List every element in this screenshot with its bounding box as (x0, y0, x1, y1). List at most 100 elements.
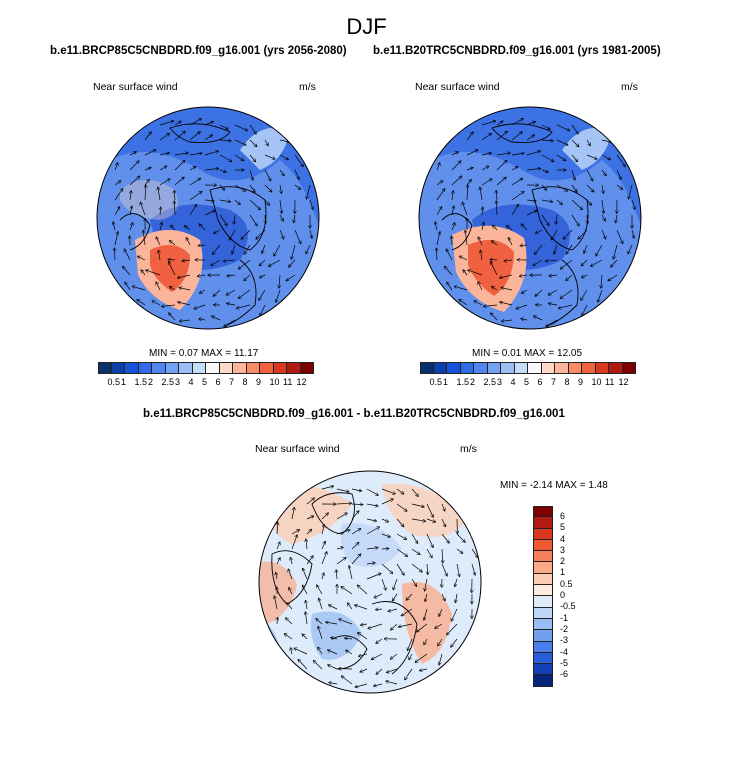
left-map-coastline (119, 213, 151, 251)
wind-vector-arrow (631, 199, 635, 209)
wind-vector-arrow (336, 570, 337, 580)
wind-vector-arrow (291, 535, 297, 550)
wind-vector-arrow (445, 267, 453, 276)
left-map-high-wind-north (265, 108, 295, 127)
wind-vector-arrow (189, 167, 196, 171)
diff-colorbar-tick-label: 4 (560, 533, 566, 544)
diff-map-wind-vectors (274, 486, 477, 687)
wind-vector-arrow (481, 179, 492, 186)
left-colorbar-tick-label: 3 (175, 377, 181, 387)
wind-vector-arrow (306, 498, 314, 505)
wind-vector-arrow (613, 244, 618, 259)
wind-vector-arrow (244, 274, 251, 280)
diff-colorbar-swatch (533, 630, 553, 642)
wind-vector-arrow (234, 214, 235, 224)
wind-vector-arrow (541, 124, 550, 129)
wind-vector-arrow (159, 153, 169, 156)
right-colorbar-tick-label: 4 (510, 377, 516, 387)
wind-vector-arrow (358, 633, 368, 640)
wind-vector-arrow (411, 563, 422, 572)
wind-vector-arrow (244, 244, 251, 254)
wind-vector-arrow (306, 556, 313, 565)
wind-vector-arrow (294, 229, 301, 244)
wind-vector-arrow (571, 199, 582, 210)
wind-vector-arrow (500, 302, 513, 306)
wind-vector-arrow (491, 262, 498, 276)
right-colorbar-swatch (568, 362, 582, 374)
wind-vector-arrow (546, 319, 558, 326)
wind-vector-arrow (582, 274, 588, 278)
wind-vector-arrow (241, 229, 251, 239)
wind-vector-arrow (174, 177, 184, 186)
wind-vector-arrow (439, 608, 443, 616)
wind-vector-arrow (169, 262, 176, 276)
wind-vector-arrow (492, 287, 498, 291)
wind-vector-arrow (549, 275, 558, 276)
wind-vector-arrow (159, 251, 161, 261)
right-map-coastline (441, 213, 473, 251)
right-colorbar-swatch (595, 362, 609, 374)
wind-vector-arrow (596, 244, 603, 256)
wind-vector-arrow (279, 229, 284, 239)
wind-vector-arrow (462, 202, 468, 216)
wind-vector-arrow (471, 563, 475, 575)
wind-vector-arrow (291, 648, 292, 655)
wind-vector-arrow (326, 622, 338, 625)
wind-vector-arrow (226, 289, 236, 295)
wind-vector-arrow (342, 676, 353, 685)
wind-vector-arrow (556, 214, 557, 224)
wind-vector-arrow (114, 163, 118, 171)
wind-vector-arrow (249, 214, 257, 226)
right-colorbar-swatch (582, 362, 596, 374)
wind-vector-arrow (425, 593, 427, 601)
wind-vector-arrow (265, 214, 266, 223)
right-colorbar-swatch (420, 362, 434, 374)
wind-vector-arrow (189, 205, 197, 216)
left-colorbar-swatch (219, 362, 233, 374)
wind-vector-arrow (259, 289, 266, 300)
wind-vector-arrow (269, 259, 281, 266)
wind-vector-arrow (396, 563, 404, 575)
wind-vector-arrow (189, 153, 202, 156)
wind-vector-arrow (561, 259, 573, 269)
wind-vector-arrow (291, 530, 299, 535)
wind-vector-arrow (496, 201, 497, 216)
wind-vector-arrow (279, 274, 280, 288)
wind-vector-arrow (129, 176, 140, 186)
wind-vector-arrow (159, 166, 167, 171)
right-colorbar-swatch (622, 362, 636, 374)
wind-vector-arrow (559, 304, 573, 308)
wind-vector-arrow (199, 319, 206, 320)
wind-vector-arrow (474, 301, 483, 306)
diff-colorbar-swatch (533, 528, 553, 540)
wind-vector-arrow (189, 132, 200, 141)
wind-vector-arrow (392, 593, 398, 601)
wind-vector-arrow (391, 653, 398, 659)
wind-vector-arrow (279, 139, 289, 142)
wind-vector-arrow (526, 135, 534, 141)
diff-colorbar-tick-label: 6 (560, 511, 566, 521)
wind-vector-arrow (321, 513, 328, 520)
wind-vector-arrow (130, 191, 131, 201)
wind-vector-arrow (359, 653, 368, 656)
wind-vector-arrow (374, 683, 383, 686)
wind-vector-arrow (276, 558, 280, 565)
wind-vector-arrow (178, 302, 191, 306)
wind-vector-arrow (114, 207, 120, 216)
wind-vector-arrow (174, 132, 185, 141)
wind-vector-arrow (629, 184, 633, 199)
wind-vector-arrow (526, 211, 537, 216)
wind-vector-arrow (249, 184, 255, 192)
diff-colorbar-tick-label: 1 (560, 567, 566, 578)
diff-colorbar-tick-label: -5 (560, 657, 569, 668)
left-colorbar (98, 362, 314, 374)
wind-vector-arrow (345, 638, 353, 639)
diff-colorbar-tick-label: 2 (560, 556, 566, 567)
wind-vector-arrow (581, 259, 588, 266)
wind-vector-arrow (447, 282, 453, 291)
wind-vector-arrow (366, 527, 379, 535)
wind-vector-arrow (541, 200, 552, 202)
wind-vector-arrow (586, 154, 597, 159)
wind-vector-arrow (587, 214, 588, 223)
wind-vector-arrow (124, 249, 131, 261)
